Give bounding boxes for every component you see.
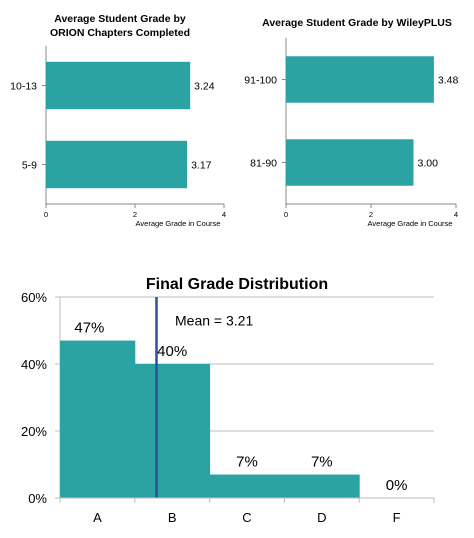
wiley-data-label: 3.48 xyxy=(438,75,459,87)
distribution-bar xyxy=(60,340,136,498)
wiley-x-axis-label: Average Grade in Course xyxy=(368,219,453,228)
grade-distribution-chart: Final Grade Distribution 0% 20% 40% 60% A 47%… xyxy=(0,260,474,538)
distribution-data-label: 7% xyxy=(311,454,333,471)
distribution-category-label: C xyxy=(242,510,251,525)
wiley-x-tick-label: 0 xyxy=(284,210,288,219)
distribution-bar xyxy=(284,474,360,498)
wiley-chart-title: Average Student Grade by WileyPLUS xyxy=(262,17,452,29)
distribution-y-tick-label: 60% xyxy=(21,290,47,305)
orion-bar xyxy=(46,61,191,110)
orion-data-label: 3.24 xyxy=(194,81,215,93)
distribution-bar xyxy=(134,364,211,498)
wiley-x-tick-label: 4 xyxy=(454,210,458,219)
wiley-x-tick-label: 2 xyxy=(369,210,373,219)
distribution-chart-plot: 0% 20% 40% 60% A 47% B 40% C 7% D 7% F 0% Mean = 3.21 xyxy=(21,290,435,525)
distribution-data-label: 0% xyxy=(386,477,408,494)
wileyplus-chart: Average Student Grade by WileyPLUS 91-10… xyxy=(240,0,474,240)
distribution-mean-label: Mean = 3.21 xyxy=(175,312,253,328)
distribution-category-label: B xyxy=(168,510,177,525)
orion-chart-title-line1: Average Student Grade by xyxy=(54,13,186,25)
orion-x-axis-label: Average Grade in Course xyxy=(136,219,221,228)
distribution-bar xyxy=(209,474,285,498)
wiley-category-label: 91-100 xyxy=(244,75,277,87)
orion-bar xyxy=(46,140,188,189)
wiley-bar xyxy=(286,56,434,103)
distribution-data-label: 7% xyxy=(236,454,258,471)
distribution-chart-title: Final Grade Distribution xyxy=(145,276,329,293)
orion-x-tick-label: 2 xyxy=(133,210,137,219)
distribution-category-label: F xyxy=(393,510,401,525)
orion-x-tick-label: 0 xyxy=(44,210,48,219)
distribution-category-label: D xyxy=(317,510,326,525)
orion-data-label: 3.17 xyxy=(191,160,212,172)
distribution-category-label: A xyxy=(93,510,102,525)
orion-chapters-chart: Average Student Grade by ORION Chapters … xyxy=(0,0,240,240)
distribution-y-tick-label: 20% xyxy=(21,424,47,439)
orion-chart-title: Average Student Grade by ORION Chapters … xyxy=(0,12,240,40)
distribution-data-label: 47% xyxy=(74,320,104,337)
orion-chart-title-line2: ORION Chapters Completed xyxy=(49,27,191,40)
wiley-bar xyxy=(286,139,414,186)
wiley-data-label: 3.00 xyxy=(418,158,439,170)
orion-category-label: 5-9 xyxy=(22,160,37,172)
orion-category-label: 10-13 xyxy=(10,81,37,93)
distribution-data-label: 40% xyxy=(157,343,187,360)
wiley-category-label: 81-90 xyxy=(250,158,277,170)
distribution-y-tick-label: 40% xyxy=(21,357,47,372)
orion-x-tick-label: 4 xyxy=(222,210,226,219)
distribution-y-tick-label: 0% xyxy=(28,491,47,506)
